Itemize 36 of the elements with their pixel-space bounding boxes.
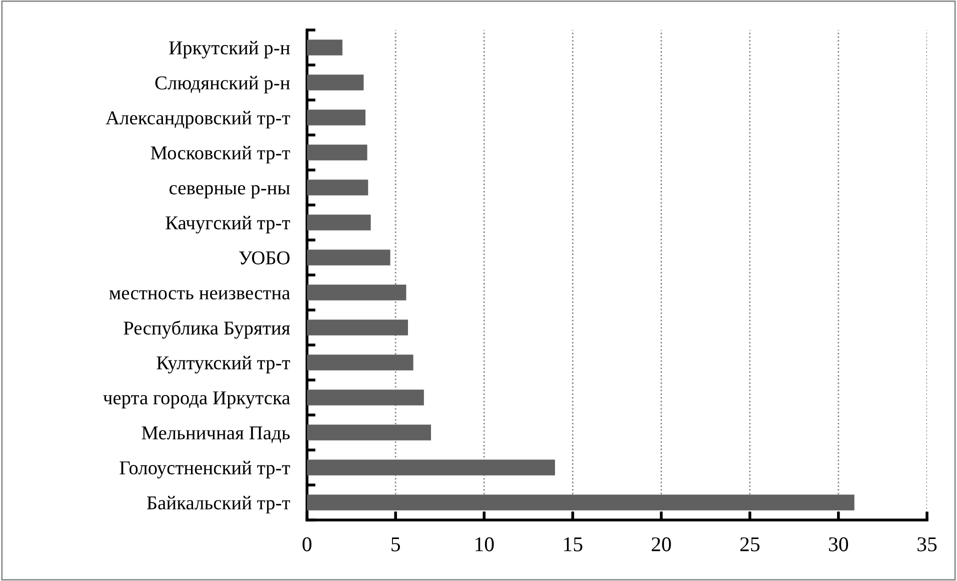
y-tick-label: местность неизвестна — [109, 290, 290, 300]
y-tick-label: УОБО — [239, 251, 290, 264]
bar — [307, 460, 555, 476]
bar — [307, 214, 371, 230]
bar — [307, 390, 424, 406]
bar — [307, 110, 366, 126]
y-tick-label: Култукский тр-т — [156, 356, 290, 374]
bar — [307, 74, 364, 90]
bar — [307, 284, 406, 300]
y-tick-label: Республика Бурятия — [124, 320, 290, 339]
x-tick-label: 35 — [918, 537, 937, 552]
x-tick-label: 20 — [652, 537, 671, 552]
x-tick-label: 10 — [476, 537, 494, 552]
x-tick-label: 0 — [302, 537, 312, 552]
x-tick-label: 30 — [829, 537, 848, 552]
y-tick-label: Голоустненский тр-т — [120, 460, 290, 478]
bar — [307, 494, 854, 510]
y-tick-label: Слюдянский р-н — [155, 76, 290, 94]
bar — [307, 250, 390, 266]
y-tick-label: северные р-ны — [170, 185, 290, 198]
y-tick-label: черта города Иркутска — [103, 391, 290, 408]
x-tick-label: 5 — [392, 537, 400, 552]
x-tick-label: 15 — [564, 537, 582, 552]
bar — [307, 320, 408, 336]
y-tick-label: Александровский тр-т — [106, 110, 290, 128]
bar — [307, 40, 342, 56]
y-tick-label: Московский тр-т — [150, 146, 290, 164]
y-tick-label: Качугский тр-т — [166, 216, 290, 234]
bar — [307, 180, 368, 196]
x-tick-label: 25 — [740, 537, 760, 552]
bar — [307, 144, 368, 160]
y-tick-label: Байкальский тр-т — [146, 496, 290, 514]
bar — [307, 424, 431, 440]
y-tick-label: Мельничная Падь — [142, 426, 290, 444]
bar — [307, 354, 414, 370]
y-tick-label: Иркутский р-н — [169, 40, 290, 58]
